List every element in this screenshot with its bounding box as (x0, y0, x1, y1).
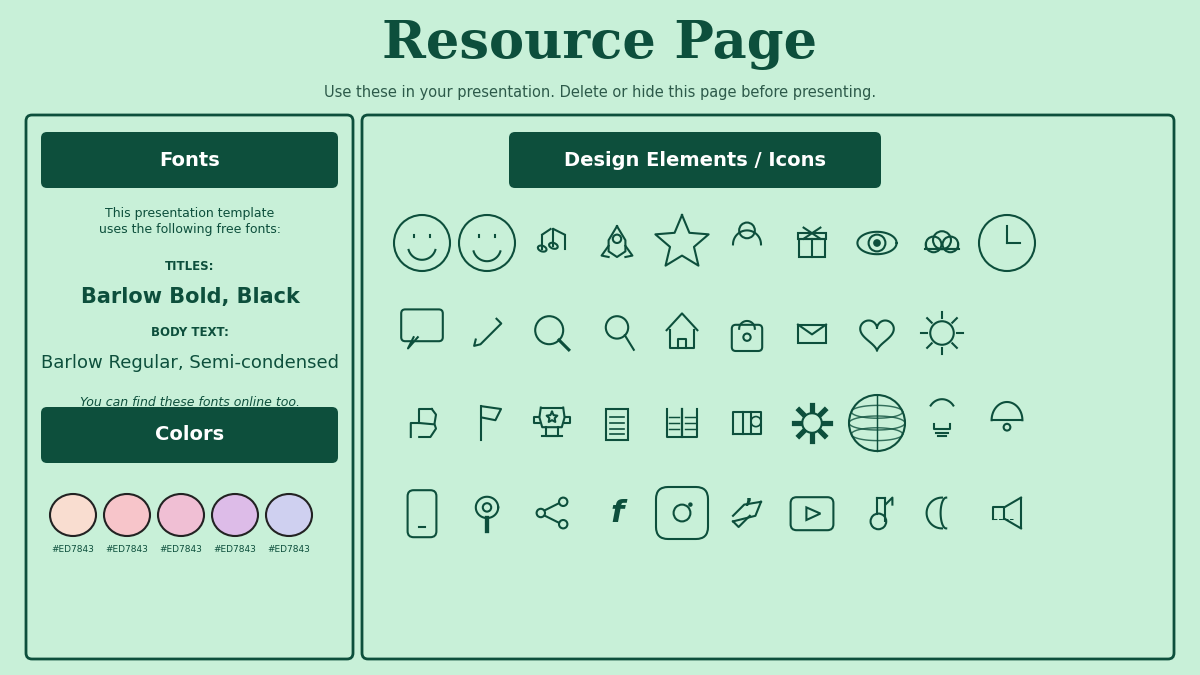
Text: This presentation template: This presentation template (106, 207, 275, 219)
Ellipse shape (50, 494, 96, 536)
Ellipse shape (104, 494, 150, 536)
Text: BODY TEXT:: BODY TEXT: (151, 327, 229, 340)
Ellipse shape (212, 494, 258, 536)
Text: #ED7843: #ED7843 (268, 545, 311, 554)
Text: Barlow Regular, Semi-condensed: Barlow Regular, Semi-condensed (41, 354, 340, 372)
Text: f: f (611, 499, 624, 527)
Text: uses the following free fonts:: uses the following free fonts: (98, 223, 281, 236)
Circle shape (688, 502, 692, 507)
FancyBboxPatch shape (26, 115, 353, 659)
Ellipse shape (266, 494, 312, 536)
Text: Use these in your presentation. Delete or hide this page before presenting.: Use these in your presentation. Delete o… (324, 86, 876, 101)
Text: #ED7843: #ED7843 (160, 545, 203, 554)
Text: TITLES:: TITLES: (166, 261, 215, 273)
Text: #ED7843: #ED7843 (214, 545, 257, 554)
Text: Fonts: Fonts (160, 151, 221, 169)
Text: Design Elements / Icons: Design Elements / Icons (564, 151, 826, 169)
FancyBboxPatch shape (41, 132, 338, 188)
Text: #ED7843: #ED7843 (106, 545, 149, 554)
FancyBboxPatch shape (41, 407, 338, 463)
Ellipse shape (158, 494, 204, 536)
Text: #ED7843: #ED7843 (52, 545, 95, 554)
FancyBboxPatch shape (362, 115, 1174, 659)
Text: Barlow Bold, Black: Barlow Bold, Black (80, 287, 300, 307)
FancyBboxPatch shape (509, 132, 881, 188)
Text: ’: ’ (742, 497, 752, 529)
Text: Colors: Colors (156, 425, 224, 445)
Text: Resource Page: Resource Page (383, 20, 817, 70)
Circle shape (874, 240, 880, 246)
Text: You can find these fonts online too.: You can find these fonts online too. (80, 396, 300, 410)
